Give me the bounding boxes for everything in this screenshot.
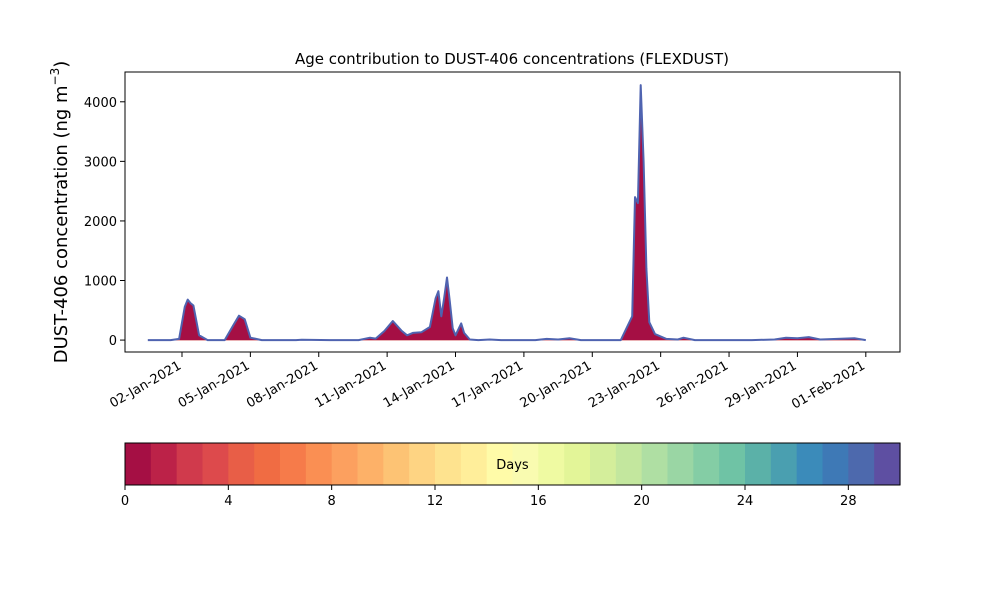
x-tick-label: 17-Jan-2021: [449, 358, 526, 411]
colorbar-tick-label: 0: [121, 494, 129, 509]
colorbar-swatch: [512, 443, 539, 485]
chart-title: Age contribution to DUST-406 concentrati…: [295, 50, 729, 68]
age-band-area: [147, 131, 866, 341]
colorbar-swatch: [435, 443, 462, 485]
colorbar-swatch: [719, 443, 746, 485]
colorbar-tick-label: 12: [427, 494, 444, 509]
age-band-area: [147, 100, 866, 341]
y-axis: 0 1000 2000 3000 4000: [84, 96, 125, 349]
colorbar-swatch: [383, 443, 410, 485]
x-tick-label: 14-Jan-2021: [381, 358, 458, 411]
age-band-area: [147, 110, 866, 341]
x-axis: 02-Jan-202105-Jan-202108-Jan-202111-Jan-…: [107, 352, 868, 412]
colorbar-tick-label: 16: [530, 494, 547, 509]
colorbar-swatch: [615, 443, 643, 485]
colorbar-swatch: [874, 443, 901, 485]
total-concentration-line: [147, 84, 866, 342]
x-tick-label: 20-Jan-2021: [518, 358, 595, 411]
colorbar-swatch: [564, 443, 591, 485]
age-band-area: [147, 199, 866, 341]
colorbar-swatch: [667, 443, 694, 485]
colorbar-swatch: [486, 443, 514, 485]
colorbar-swatch: [460, 443, 488, 485]
x-tick-label: 08-Jan-2021: [244, 358, 321, 411]
colorbar-swatch: [745, 443, 772, 485]
y-tick-label: 1000: [84, 275, 117, 290]
colorbar-swatch: [357, 443, 384, 485]
x-tick-label: 23-Jan-2021: [586, 358, 663, 411]
colorbar-swatch: [641, 443, 669, 485]
age-band-area: [147, 156, 866, 341]
colorbar-tick-label: 4: [224, 494, 232, 509]
colorbar-tick-label: 28: [840, 494, 857, 509]
colorbar-swatch: [228, 443, 255, 485]
colorbar-swatch: [125, 443, 152, 485]
colorbar-swatch: [305, 443, 333, 485]
colorbar-swatch: [176, 443, 204, 485]
x-tick-label: 02-Jan-2021: [107, 358, 184, 411]
y-tick-label: 4000: [84, 96, 117, 111]
y-tick-label: 3000: [84, 155, 117, 170]
age-band-area: [147, 85, 866, 341]
colorbar-swatch: [538, 443, 565, 485]
colorbar-swatch: [202, 443, 229, 485]
y-tick-label: 0: [109, 334, 117, 349]
x-tick-label: 01-Feb-2021: [789, 358, 868, 412]
y-axis-label-exponent: −3: [48, 68, 62, 86]
colorbar-swatch: [280, 443, 307, 485]
colorbar-swatch: [848, 443, 875, 485]
colorbar-tick-label: 24: [737, 494, 754, 509]
colorbar-swatch: [409, 443, 436, 485]
colorbar: Days 0 4 8 12 16 20 24 28: [121, 442, 901, 509]
colorbar-swatch: [254, 443, 281, 485]
plot-area: [147, 84, 866, 342]
age-band-area: [147, 299, 866, 341]
colorbar-swatch: [693, 443, 720, 485]
x-tick-label: 26-Jan-2021: [654, 358, 731, 411]
colorbar-frame: [124, 442, 901, 486]
colorbar-label: Days: [496, 458, 529, 473]
colorbar-swatch: [770, 443, 798, 485]
colorbar-swatch: [796, 443, 824, 485]
colorbar-swatch: [150, 443, 178, 485]
x-tick-label: 05-Jan-2021: [176, 358, 253, 411]
colorbar-swatch: [331, 443, 359, 485]
plot-frame: [124, 71, 901, 353]
x-tick-label: 11-Jan-2021: [313, 358, 390, 411]
x-tick-label: 29-Jan-2021: [723, 358, 800, 411]
colorbar-swatch: [590, 443, 617, 485]
y-axis-label: DUST-406 concentration (ng m−3): [48, 61, 72, 364]
colorbar-tick-label: 20: [633, 494, 650, 509]
colorbar-swatch: [822, 443, 849, 485]
y-tick-label: 2000: [84, 215, 117, 230]
colorbar-tick-label: 8: [328, 494, 336, 509]
